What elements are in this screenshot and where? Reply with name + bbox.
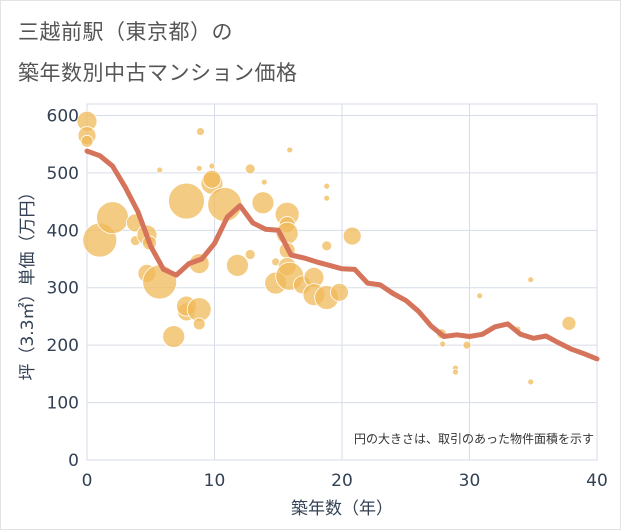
y-tick-label: 200 (47, 336, 79, 356)
trend-line (84, 148, 600, 362)
data-bubble (226, 253, 249, 277)
y-tick-label: 600 (47, 106, 79, 126)
data-bubble (192, 317, 206, 331)
data-bubble (260, 178, 268, 186)
data-bubble (156, 166, 164, 174)
data-bubble (142, 264, 178, 300)
data-bubble (162, 325, 186, 348)
data-bubble (330, 282, 349, 302)
x-axis-title: 築年数（年） (291, 499, 393, 519)
data-bubble (462, 340, 472, 350)
data-bubble (321, 240, 333, 252)
x-tick-label: 0 (82, 471, 93, 491)
data-bubble (439, 340, 447, 348)
data-bubble (527, 378, 535, 386)
data-bubble (207, 187, 243, 222)
data-bubble (202, 169, 222, 189)
data-bubble (323, 182, 331, 190)
data-bubble (168, 182, 205, 220)
data-bubble (244, 163, 256, 175)
chart-title-line-1: 三越前駅（東京都）の (18, 20, 233, 44)
x-tick-label: 40 (586, 471, 608, 491)
x-tick-label: 10 (204, 471, 226, 491)
data-bubble (80, 134, 94, 148)
data-bubble (323, 194, 331, 202)
data-bubble (527, 276, 535, 284)
data-bubble (244, 249, 256, 260)
y-axis-title: 坪（3.3㎡）単価（万円） (18, 183, 38, 380)
data-bubble (476, 292, 484, 300)
data-bubble (208, 162, 216, 170)
data-bubble (452, 368, 459, 376)
data-bubble (342, 226, 362, 246)
size-annotation: 円の大きさは、取引のあった物件面積を示す (354, 431, 594, 446)
y-tick-label: 0 (68, 451, 79, 471)
chart-title-line-2: 築年数別中古マンション価格 (18, 61, 298, 85)
y-tick-label: 400 (47, 221, 79, 241)
data-bubble (96, 201, 129, 235)
x-tick-label: 20 (331, 471, 353, 491)
y-tick-label: 300 (47, 279, 79, 299)
y-tick-label: 500 (47, 164, 79, 184)
x-tick-label: 30 (459, 471, 481, 491)
data-bubble (251, 191, 275, 215)
data-bubble (286, 146, 294, 154)
y-tick-label: 100 (47, 394, 79, 414)
data-bubble (561, 315, 577, 331)
data-bubble (195, 164, 203, 172)
data-bubble (196, 127, 205, 136)
